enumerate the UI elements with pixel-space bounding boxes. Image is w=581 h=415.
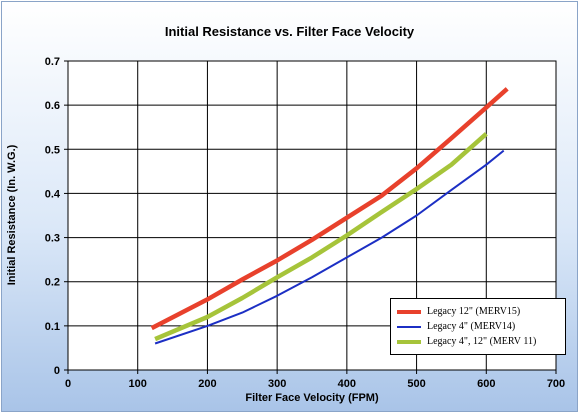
legend-swatch-merv15: [397, 309, 421, 314]
x-tick-label: 400: [338, 378, 356, 390]
x-tick-label: 200: [198, 378, 216, 390]
x-tick-label: 700: [547, 378, 565, 390]
legend-entry: Legacy 4", 12" (MERV 11): [397, 334, 560, 349]
x-tick-label: 300: [268, 378, 286, 390]
y-tick-label: 0.3: [45, 233, 60, 245]
legend-label: Legacy 4" (MERV14): [427, 321, 516, 332]
y-tick-label: 0.7: [45, 56, 60, 68]
x-tick-label: 0: [65, 378, 71, 390]
legend-label: Legacy 4", 12" (MERV 11): [427, 336, 537, 347]
series-line-1: [154, 149, 505, 345]
legend-swatch-merv14: [397, 325, 421, 328]
x-tick-label: 600: [477, 378, 495, 390]
y-tick-label: 0.4: [45, 188, 61, 200]
legend: Legacy 12" (MERV15) Legacy 4" (MERV14) L…: [390, 298, 566, 355]
x-tick-label: 500: [407, 378, 425, 390]
y-tick-label: 0: [54, 365, 60, 377]
tick-labels: 0 100 200 300 400 500 600 700 0 0.1 0.2 0.3 0.4 0.5 0.…: [45, 56, 565, 390]
chart-title: Initial Resistance vs. Filter Face Veloc…: [164, 24, 415, 39]
y-tick-label: 0.5: [45, 144, 60, 156]
series-lines: [150, 87, 509, 345]
y-tick-label: 0.6: [45, 100, 60, 112]
legend-label: Legacy 12" (MERV15): [427, 306, 521, 317]
series-line-0: [150, 87, 509, 331]
x-axis-label: Filter Face Velocity (FPM): [245, 392, 379, 404]
series-line-2: [154, 132, 488, 342]
legend-entry: Legacy 12" (MERV15): [397, 304, 560, 319]
x-tick-label: 100: [129, 378, 147, 390]
y-tick-label: 0.1: [45, 321, 60, 333]
legend-swatch-merv11: [397, 339, 421, 344]
y-tick-label: 0.2: [45, 277, 60, 289]
legend-entry: Legacy 4" (MERV14): [397, 319, 560, 334]
